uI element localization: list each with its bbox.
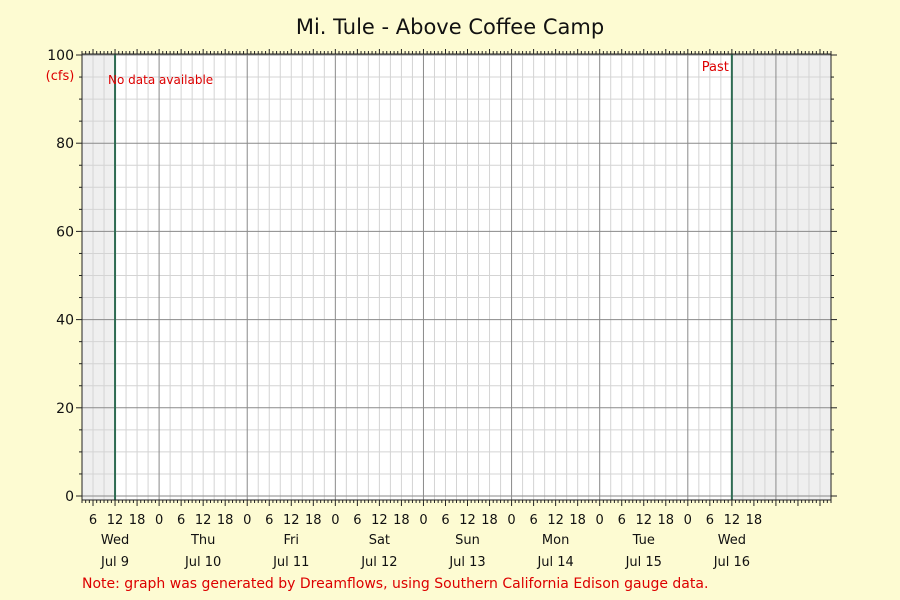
footer-note: Note: graph was generated by Dreamflows,… [82,576,708,592]
x-date-label: Jul 13 [448,555,485,570]
y-axis-label: (cfs) [46,69,75,84]
x-date-label: Jul 16 [713,555,750,570]
x-hour-label: 18 [393,513,410,528]
x-hour-label: 18 [305,513,322,528]
x-date-label: Jul 14 [536,555,573,570]
y-tick-label: 80 [56,136,74,152]
x-date-label: Jul 10 [184,555,221,570]
x-hour-label: 0 [684,513,692,528]
x-weekday-label: Fri [284,533,300,548]
x-hour-label: 6 [89,513,97,528]
x-hour-label: 0 [419,513,427,528]
x-hour-label: 12 [107,513,124,528]
y-tick-label: 100 [47,48,74,64]
x-hour-label: 0 [155,513,163,528]
y-tick-label: 0 [65,489,74,505]
x-hour-label: 0 [243,513,251,528]
x-hour-label: 6 [618,513,626,528]
x-hour-label: 6 [265,513,273,528]
x-hour-label: 18 [658,513,675,528]
x-weekday-label: Sat [369,533,390,548]
x-hour-label: 6 [529,513,537,528]
x-date-label: Jul 12 [360,555,397,570]
x-hour-label: 12 [547,513,564,528]
shaded-region-after [731,54,831,500]
x-hour-label: 6 [353,513,361,528]
x-hour-label: 12 [371,513,388,528]
x-hour-label: 0 [331,513,339,528]
y-tick-label: 20 [56,401,74,417]
x-hour-label: 12 [724,513,741,528]
x-hour-label: 6 [441,513,449,528]
x-hour-label: 18 [217,513,234,528]
x-hour-label: 18 [481,513,498,528]
x-hour-label: 12 [635,513,652,528]
x-hour-label: 12 [459,513,476,528]
x-hour-label: 6 [706,513,714,528]
x-date-label: Jul 11 [272,555,309,570]
x-weekday-label: Sun [455,533,480,548]
x-weekday-label: Tue [632,533,655,548]
x-hour-label: 12 [195,513,212,528]
x-hour-label: 18 [129,513,146,528]
x-hour-label: 0 [596,513,604,528]
y-tick-label: 40 [56,313,74,329]
x-weekday-label: Thu [190,533,215,548]
x-hour-label: 18 [569,513,586,528]
x-date-label: Jul 9 [100,555,129,570]
x-hour-label: 6 [177,513,185,528]
x-hour-label: 0 [507,513,515,528]
x-weekday-label: Mon [542,533,569,548]
chart-title: Mi. Tule - Above Coffee Camp [296,15,604,39]
x-date-label: Jul 15 [625,555,662,570]
x-weekday-label: Wed [101,533,129,548]
x-hour-label: 12 [283,513,300,528]
x-weekday-label: Wed [718,533,746,548]
no-data-annotation: No data available [108,73,213,87]
shaded-region-before [82,54,116,500]
x-hour-label: 18 [746,513,763,528]
past-annotation: Past [702,60,729,75]
y-tick-label: 60 [56,224,74,240]
